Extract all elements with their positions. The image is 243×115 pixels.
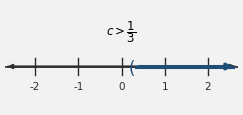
Text: -1: -1 — [73, 81, 84, 91]
Text: -2: -2 — [30, 81, 40, 91]
Text: $($: $($ — [128, 57, 135, 77]
Text: 2: 2 — [205, 81, 211, 91]
Text: $c > \dfrac{1}{3}$: $c > \dfrac{1}{3}$ — [106, 19, 137, 44]
Text: 0: 0 — [118, 81, 125, 91]
Text: 1: 1 — [161, 81, 168, 91]
